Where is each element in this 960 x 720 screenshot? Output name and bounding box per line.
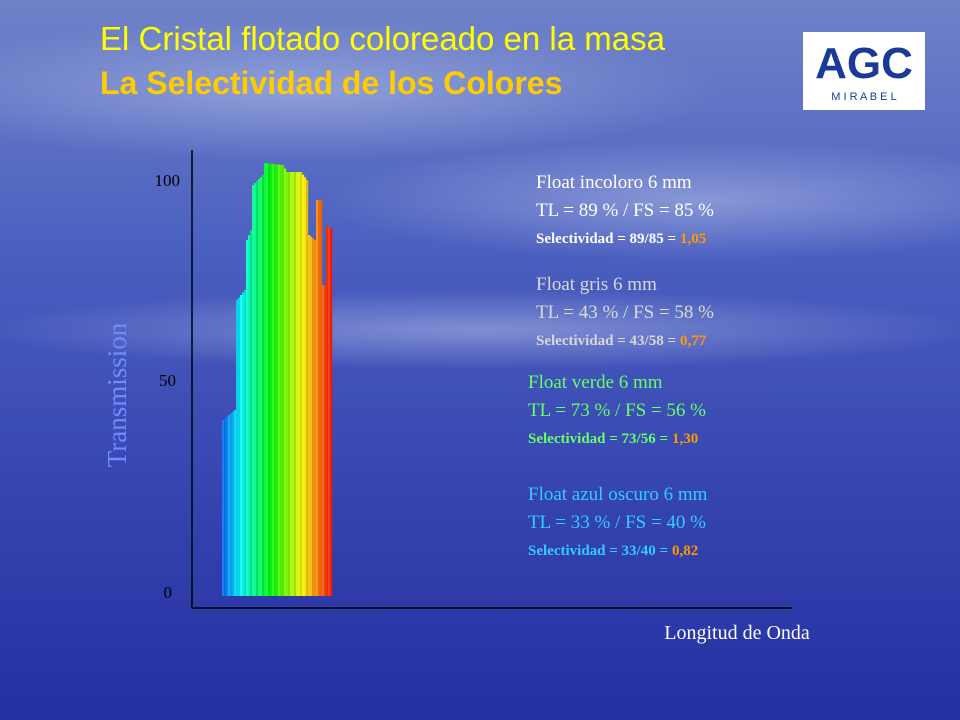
spectrum-stripe — [260, 177, 263, 596]
spectrum-stripe — [272, 163, 275, 596]
logo-brand: AGC — [815, 39, 913, 88]
spectrum-stripe — [254, 183, 257, 596]
x-axis-label: Longitud de Onda — [664, 622, 810, 644]
selectivity-label: Selectividad = 89/85 = — [536, 231, 676, 247]
spectrum-stripe — [262, 175, 265, 596]
entry-values: TL = 33 % / FS = 40 % — [528, 512, 706, 533]
entry-values: TL = 89 % / FS = 85 % — [536, 200, 714, 221]
spectrum-stripe — [264, 163, 267, 596]
cloud — [320, 140, 960, 260]
entry-selectivity: Selectividad = 73/56 = 1,30 — [528, 431, 698, 447]
spectrum-stripe — [244, 290, 247, 596]
spectrum-stripe — [268, 163, 271, 597]
spectrum-stripe — [330, 228, 333, 597]
spectrum-stripe — [322, 285, 325, 596]
entry-name: Float azul oscuro 6 mm — [528, 484, 708, 505]
entry-name: Float incoloro 6 mm — [536, 172, 692, 193]
spectrum-stripe — [248, 235, 251, 596]
entry-name: Float verde 6 mm — [528, 372, 663, 393]
spectrum-stripe — [300, 172, 303, 596]
logo-box — [803, 32, 925, 110]
spectrum-stripe — [306, 180, 309, 596]
spectrum-stripe — [294, 172, 297, 596]
legend-entries: Float incoloro 6 mm TL = 89 % / FS = 85 %… — [528, 172, 714, 559]
entry-selectivity: Selectividad = 33/40 = 0,82 — [528, 543, 698, 559]
spectrum-stripe — [256, 181, 259, 596]
spectrum-stripe — [236, 300, 239, 596]
spectrum-stripe — [274, 164, 277, 596]
spectrum-stripe — [288, 172, 291, 596]
spectrum-stripe — [314, 240, 317, 596]
spectrum-stripe — [222, 420, 225, 596]
spectrum-stripe — [242, 292, 245, 596]
spectrum-stripe — [280, 164, 283, 596]
spectrum-stripe — [320, 200, 323, 596]
logo: AGC M I R A B E L — [803, 32, 925, 110]
spectrum-stripe — [296, 172, 299, 596]
y-tick-label: 0 — [164, 583, 173, 602]
spectrum-stripe — [316, 200, 319, 596]
cloud — [0, 20, 720, 160]
spectrum-stripe — [328, 227, 331, 596]
spectrum-stripe — [232, 411, 235, 596]
entry-selectivity: Selectividad = 89/85 = 1,05 — [536, 231, 706, 247]
selectivity-result: 0,77 — [680, 333, 707, 349]
y-tick-label: 50 — [159, 371, 176, 390]
spectrum-stripe — [258, 179, 261, 596]
spectrum-stripe — [224, 418, 227, 596]
spectrum-stripe — [318, 200, 321, 596]
y-axis-label: Transmission — [102, 322, 132, 467]
spectrum-stripe — [284, 168, 287, 596]
spectrum-stripe — [308, 235, 311, 596]
spectrum-stripe — [302, 174, 305, 596]
spectrum-stripe — [304, 177, 307, 597]
spectrum-stripe — [228, 415, 231, 596]
cloud — [0, 290, 960, 370]
spectrum-stripe — [250, 230, 253, 596]
subtitle: La Selectividad de los Colores — [100, 65, 562, 101]
spectrum-stripe — [226, 416, 229, 596]
spectrum-stripe — [298, 172, 301, 596]
spectrum-stripe — [234, 410, 237, 596]
selectivity-label: Selectividad = 73/56 = — [528, 431, 668, 447]
title: El Cristal flotado coloreado en la masa — [100, 20, 666, 57]
spectrum-stripe — [290, 172, 293, 596]
spectrum-stripe — [278, 164, 281, 596]
logo-sub: M I R A B E L — [831, 91, 896, 103]
spectrum-stripe — [292, 172, 295, 596]
selectivity-result: 1,30 — [672, 431, 698, 447]
spectrum-stripe — [326, 225, 329, 596]
spectrum-stripe — [252, 185, 255, 596]
spectrum-stripe — [282, 165, 285, 596]
entry-values: TL = 73 % / FS = 56 % — [528, 400, 706, 421]
spectrum-stripe — [238, 297, 241, 596]
spectrum-stripe — [312, 238, 315, 597]
y-tick-label: 100 — [155, 171, 181, 190]
selectivity-label: Selectividad = 33/40 = — [528, 543, 668, 559]
spectrum-stripe — [240, 295, 243, 596]
spectrum-stripe — [266, 163, 269, 596]
spectrum-stripe — [276, 164, 279, 597]
spectrum-stripe — [230, 413, 233, 596]
entry-values: TL = 43 % / FS = 58 % — [536, 302, 714, 323]
selectivity-label: Selectividad = 43/58 = — [536, 333, 676, 349]
spectrum-stripe — [246, 240, 249, 596]
selectivity-result: 1,05 — [680, 231, 706, 247]
entry-selectivity: Selectividad = 43/58 = 0,77 — [536, 333, 707, 349]
entry-name: Float gris 6 mm — [536, 274, 657, 295]
spectrum-stripe — [286, 172, 289, 596]
spectrum — [222, 163, 333, 597]
spectrum-stripe — [310, 236, 313, 596]
selectivity-result: 0,82 — [672, 543, 698, 559]
spectrum-stripe — [324, 285, 327, 596]
spectrum-stripe — [270, 163, 273, 596]
